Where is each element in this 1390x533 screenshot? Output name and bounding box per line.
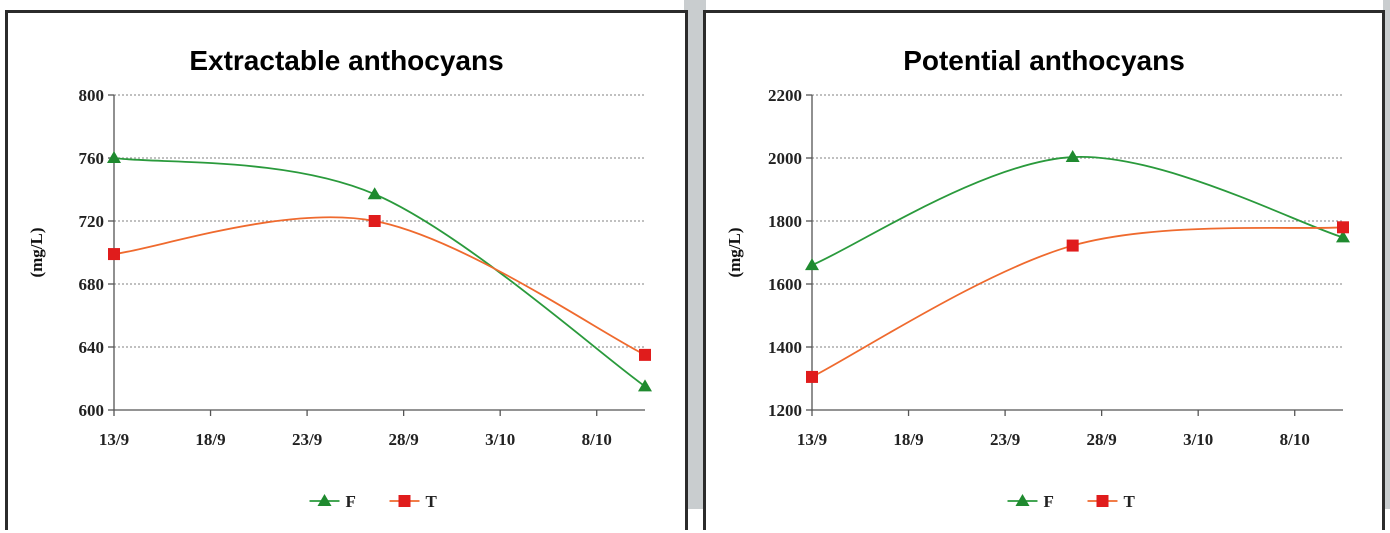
data-point: [805, 258, 819, 271]
series-line: [113, 216, 646, 356]
chart-panel-potential: Potential anthocyans 1200 1400 1600 1800 200…: [703, 10, 1385, 530]
chart-panel-extractable: Extractable anthocyans 600 640 680 720 760 80…: [5, 10, 688, 530]
legend-label: F: [1044, 492, 1054, 511]
legend-marker: [317, 494, 332, 506]
y-axis-label: (mg/L): [27, 227, 46, 277]
data-point: [107, 151, 121, 163]
x-tick-label: 13/9: [797, 430, 827, 449]
x-tick-label: 23/9: [292, 430, 322, 449]
y-tick-label: 2000: [768, 149, 802, 168]
series-T: [108, 215, 651, 361]
data-point: [638, 379, 652, 392]
data-point: [367, 187, 382, 200]
y-tick-label: 800: [79, 86, 105, 105]
legend-marker: [1015, 494, 1030, 506]
x-tick-label: 8/10: [582, 430, 612, 449]
data-point: [108, 248, 120, 261]
x-tick-label: 13/9: [99, 430, 129, 449]
data-point: [368, 215, 381, 227]
series-line: [113, 157, 646, 388]
y-tick-label: 680: [79, 275, 105, 294]
data-point: [1066, 239, 1079, 252]
legend-marker: [398, 495, 411, 507]
x-tick-label: 28/9: [1087, 430, 1117, 449]
y-tick-label: 760: [79, 149, 105, 168]
y-tick-label: 1600: [768, 275, 802, 294]
x-tick-label: 8/10: [1280, 430, 1310, 449]
series-T: [806, 221, 1349, 383]
chart-plot-potential: 1200 1400 1600 1800 2000 2200 13/9 18/9 23/9 28/9…: [725, 86, 1350, 511]
y-tick-label: 2200: [768, 86, 802, 105]
y-tick-label: 720: [79, 212, 105, 231]
legend-marker: [1096, 495, 1109, 507]
y-axis-label: (mg/L): [725, 227, 744, 277]
y-tick-label: 1400: [768, 338, 802, 357]
x-tick-label: 28/9: [389, 430, 419, 449]
data-point: [806, 370, 818, 383]
x-tick-label: 18/9: [893, 430, 923, 449]
chart-title: Extractable anthocyans: [189, 45, 504, 76]
y-tick-label: 600: [79, 401, 105, 420]
series-F: [805, 150, 1350, 271]
series-F: [107, 151, 652, 392]
y-tick-label: 640: [79, 338, 105, 357]
data-point: [1065, 150, 1080, 163]
divider-strip: [684, 0, 706, 509]
x-tick-label: 18/9: [195, 430, 225, 449]
data-point: [1337, 221, 1349, 234]
right-edge-strip: [1383, 0, 1390, 509]
data-point: [1336, 230, 1350, 243]
chart-plot-extractable: 600 640 680 720 760 800 13/9 18/9 23/9 28/9 3/10 8/…: [27, 86, 652, 511]
y-tick-label: 1800: [768, 212, 802, 231]
x-tick-label: 3/10: [485, 430, 515, 449]
legend-label: T: [1124, 492, 1136, 511]
y-tick-label: 1200: [768, 401, 802, 420]
x-tick-label: 23/9: [990, 430, 1020, 449]
legend-label: F: [346, 492, 356, 511]
data-point: [639, 348, 651, 361]
chart-title: Potential anthocyans: [903, 45, 1185, 76]
x-tick-label: 3/10: [1183, 430, 1213, 449]
legend-label: T: [426, 492, 438, 511]
